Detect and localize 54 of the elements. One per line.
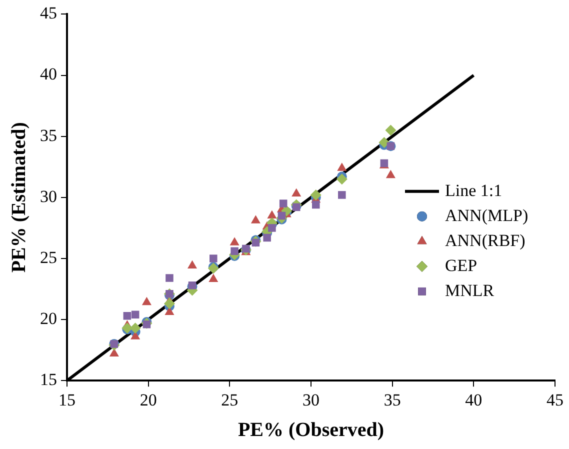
point: [142, 296, 152, 306]
point: [250, 215, 260, 224]
point: [337, 162, 347, 171]
point: [292, 203, 300, 212]
legend-label: GEP: [445, 256, 478, 275]
x-tick-label: 15: [58, 390, 76, 410]
y-tick-label: 40: [40, 64, 57, 84]
point: [336, 174, 348, 185]
point: [312, 200, 320, 209]
point: [378, 136, 390, 148]
point: [278, 212, 286, 220]
point: [267, 210, 277, 218]
point: [130, 331, 140, 340]
y-axis-title: PE% (Estimated): [8, 122, 30, 273]
legend-label: ANN(RBF): [445, 230, 526, 250]
point: [279, 200, 288, 208]
point: [230, 247, 238, 256]
y-tick-label: 25: [40, 248, 57, 267]
legend-label: Line 1:1: [445, 180, 502, 200]
point: [187, 260, 198, 269]
point: [188, 281, 196, 290]
point: [123, 312, 132, 320]
x-tick-label: 30: [302, 390, 320, 410]
point: [252, 238, 260, 246]
point: [208, 274, 218, 282]
point: [164, 306, 174, 315]
y-tick-label: 15: [40, 370, 57, 390]
point: [164, 298, 175, 310]
point: [142, 320, 151, 328]
y-tick-label: 30: [40, 186, 57, 206]
x-tick-label: 20: [140, 390, 157, 410]
x-tick-label: 35: [384, 390, 401, 410]
x-tick-label: 40: [465, 390, 482, 410]
y-tick-label: 20: [40, 309, 57, 328]
point: [310, 189, 322, 200]
point: [131, 310, 140, 319]
point: [385, 124, 396, 136]
y-tick-label: 45: [40, 4, 57, 23]
x-tick-label: 25: [221, 390, 238, 410]
point: [109, 348, 119, 356]
point: [130, 322, 141, 334]
point: [268, 224, 276, 232]
point: [386, 170, 396, 178]
point: [263, 234, 271, 242]
point: [230, 237, 240, 246]
point: [338, 191, 346, 199]
x-tick-label: 45: [546, 390, 564, 410]
point: [292, 188, 302, 196]
y-tick-label: 35: [40, 126, 57, 145]
point: [166, 274, 174, 282]
point: [210, 254, 218, 262]
legend-label: ANN(MLP): [445, 206, 528, 225]
x-axis-title: PE% (Observed): [238, 419, 384, 442]
legend-label: MNLR: [445, 280, 495, 300]
